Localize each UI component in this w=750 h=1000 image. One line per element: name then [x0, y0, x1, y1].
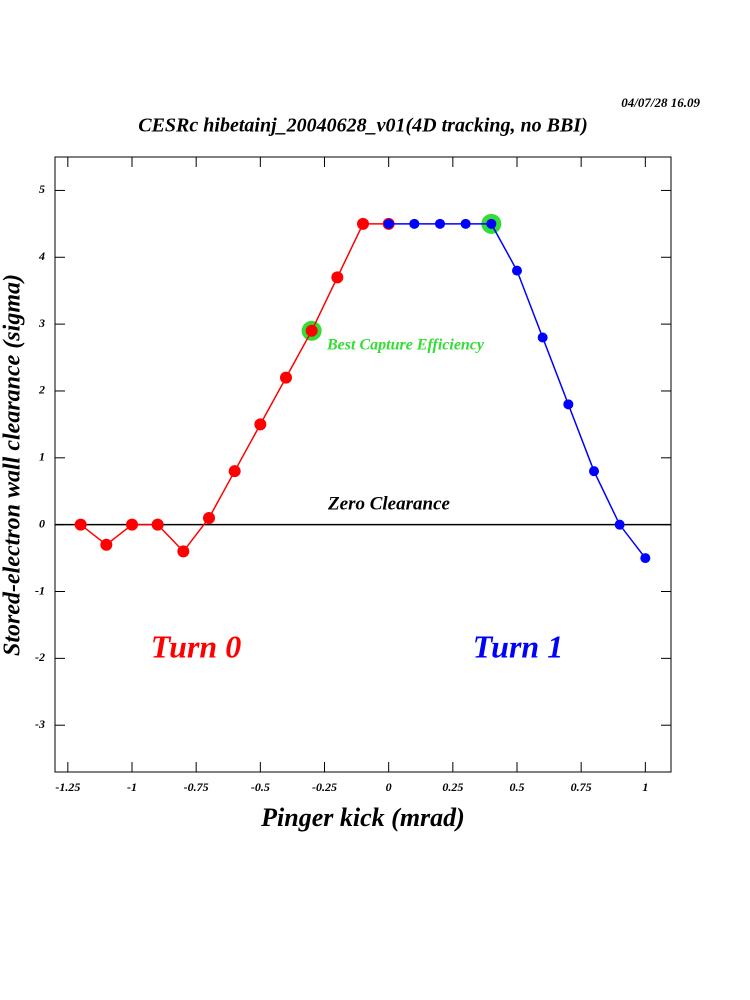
- x-tick-label: -1.25: [55, 780, 80, 794]
- data-point: [177, 545, 190, 558]
- data-point: [409, 218, 420, 229]
- data-point: [640, 553, 651, 564]
- x-tick-label: -0.25: [312, 780, 337, 794]
- data-point: [512, 265, 522, 276]
- timestamp: 04/07/28 16.09: [621, 95, 700, 110]
- x-tick-label: -1: [127, 780, 137, 794]
- y-axis-label: Stored-electron wall clearance (sigma): [0, 274, 26, 656]
- data-point: [435, 218, 445, 229]
- data-point: [74, 518, 87, 531]
- x-tick-label: 0.25: [442, 780, 463, 794]
- data-point: [100, 538, 113, 551]
- highlight-label: Best Capture Efficiency: [326, 337, 485, 354]
- plot-frame: [54, 156, 672, 773]
- data-point: [537, 332, 548, 343]
- data-point: [203, 511, 215, 524]
- data-point: [280, 371, 292, 384]
- data-point: [126, 518, 138, 531]
- data-point: [383, 218, 394, 229]
- y-tick-label: -1: [35, 583, 45, 597]
- data-point: [614, 519, 625, 530]
- y-tick-label: 4: [38, 249, 45, 263]
- x-tick-label: -0.75: [184, 780, 209, 794]
- x-tick-label: 1: [642, 780, 648, 794]
- series-label: Turn 1: [473, 628, 563, 664]
- y-tick-label: 3: [38, 316, 45, 330]
- data-point: [305, 324, 318, 337]
- y-tick-label: -2: [35, 650, 45, 664]
- data-point: [151, 518, 164, 531]
- y-tick-label: 1: [39, 450, 45, 464]
- data-point: [357, 217, 369, 230]
- series-label: Turn 0: [151, 628, 241, 664]
- x-tick-label: 0.75: [571, 780, 592, 794]
- data-point: [254, 418, 267, 431]
- data-point: [460, 218, 471, 229]
- chart-title: CESRc hibetainj_20040628_v01(4D tracking…: [138, 115, 588, 137]
- y-tick-label: 2: [38, 383, 45, 397]
- data-point: [563, 399, 574, 410]
- y-tick-label: -3: [35, 717, 45, 731]
- x-tick-label: 0: [386, 780, 392, 794]
- data-point: [486, 218, 497, 229]
- x-tick-label: 0.5: [510, 780, 525, 794]
- x-tick-label: -0.5: [251, 780, 270, 794]
- y-tick-label: 0: [39, 516, 45, 530]
- data-point: [228, 465, 241, 478]
- data-point: [331, 271, 344, 284]
- x-axis-label: Pinger kick (mrad): [260, 803, 465, 832]
- y-tick-label: 5: [39, 182, 45, 196]
- data-point: [589, 466, 599, 477]
- reference-label: Zero Clearance: [327, 493, 450, 514]
